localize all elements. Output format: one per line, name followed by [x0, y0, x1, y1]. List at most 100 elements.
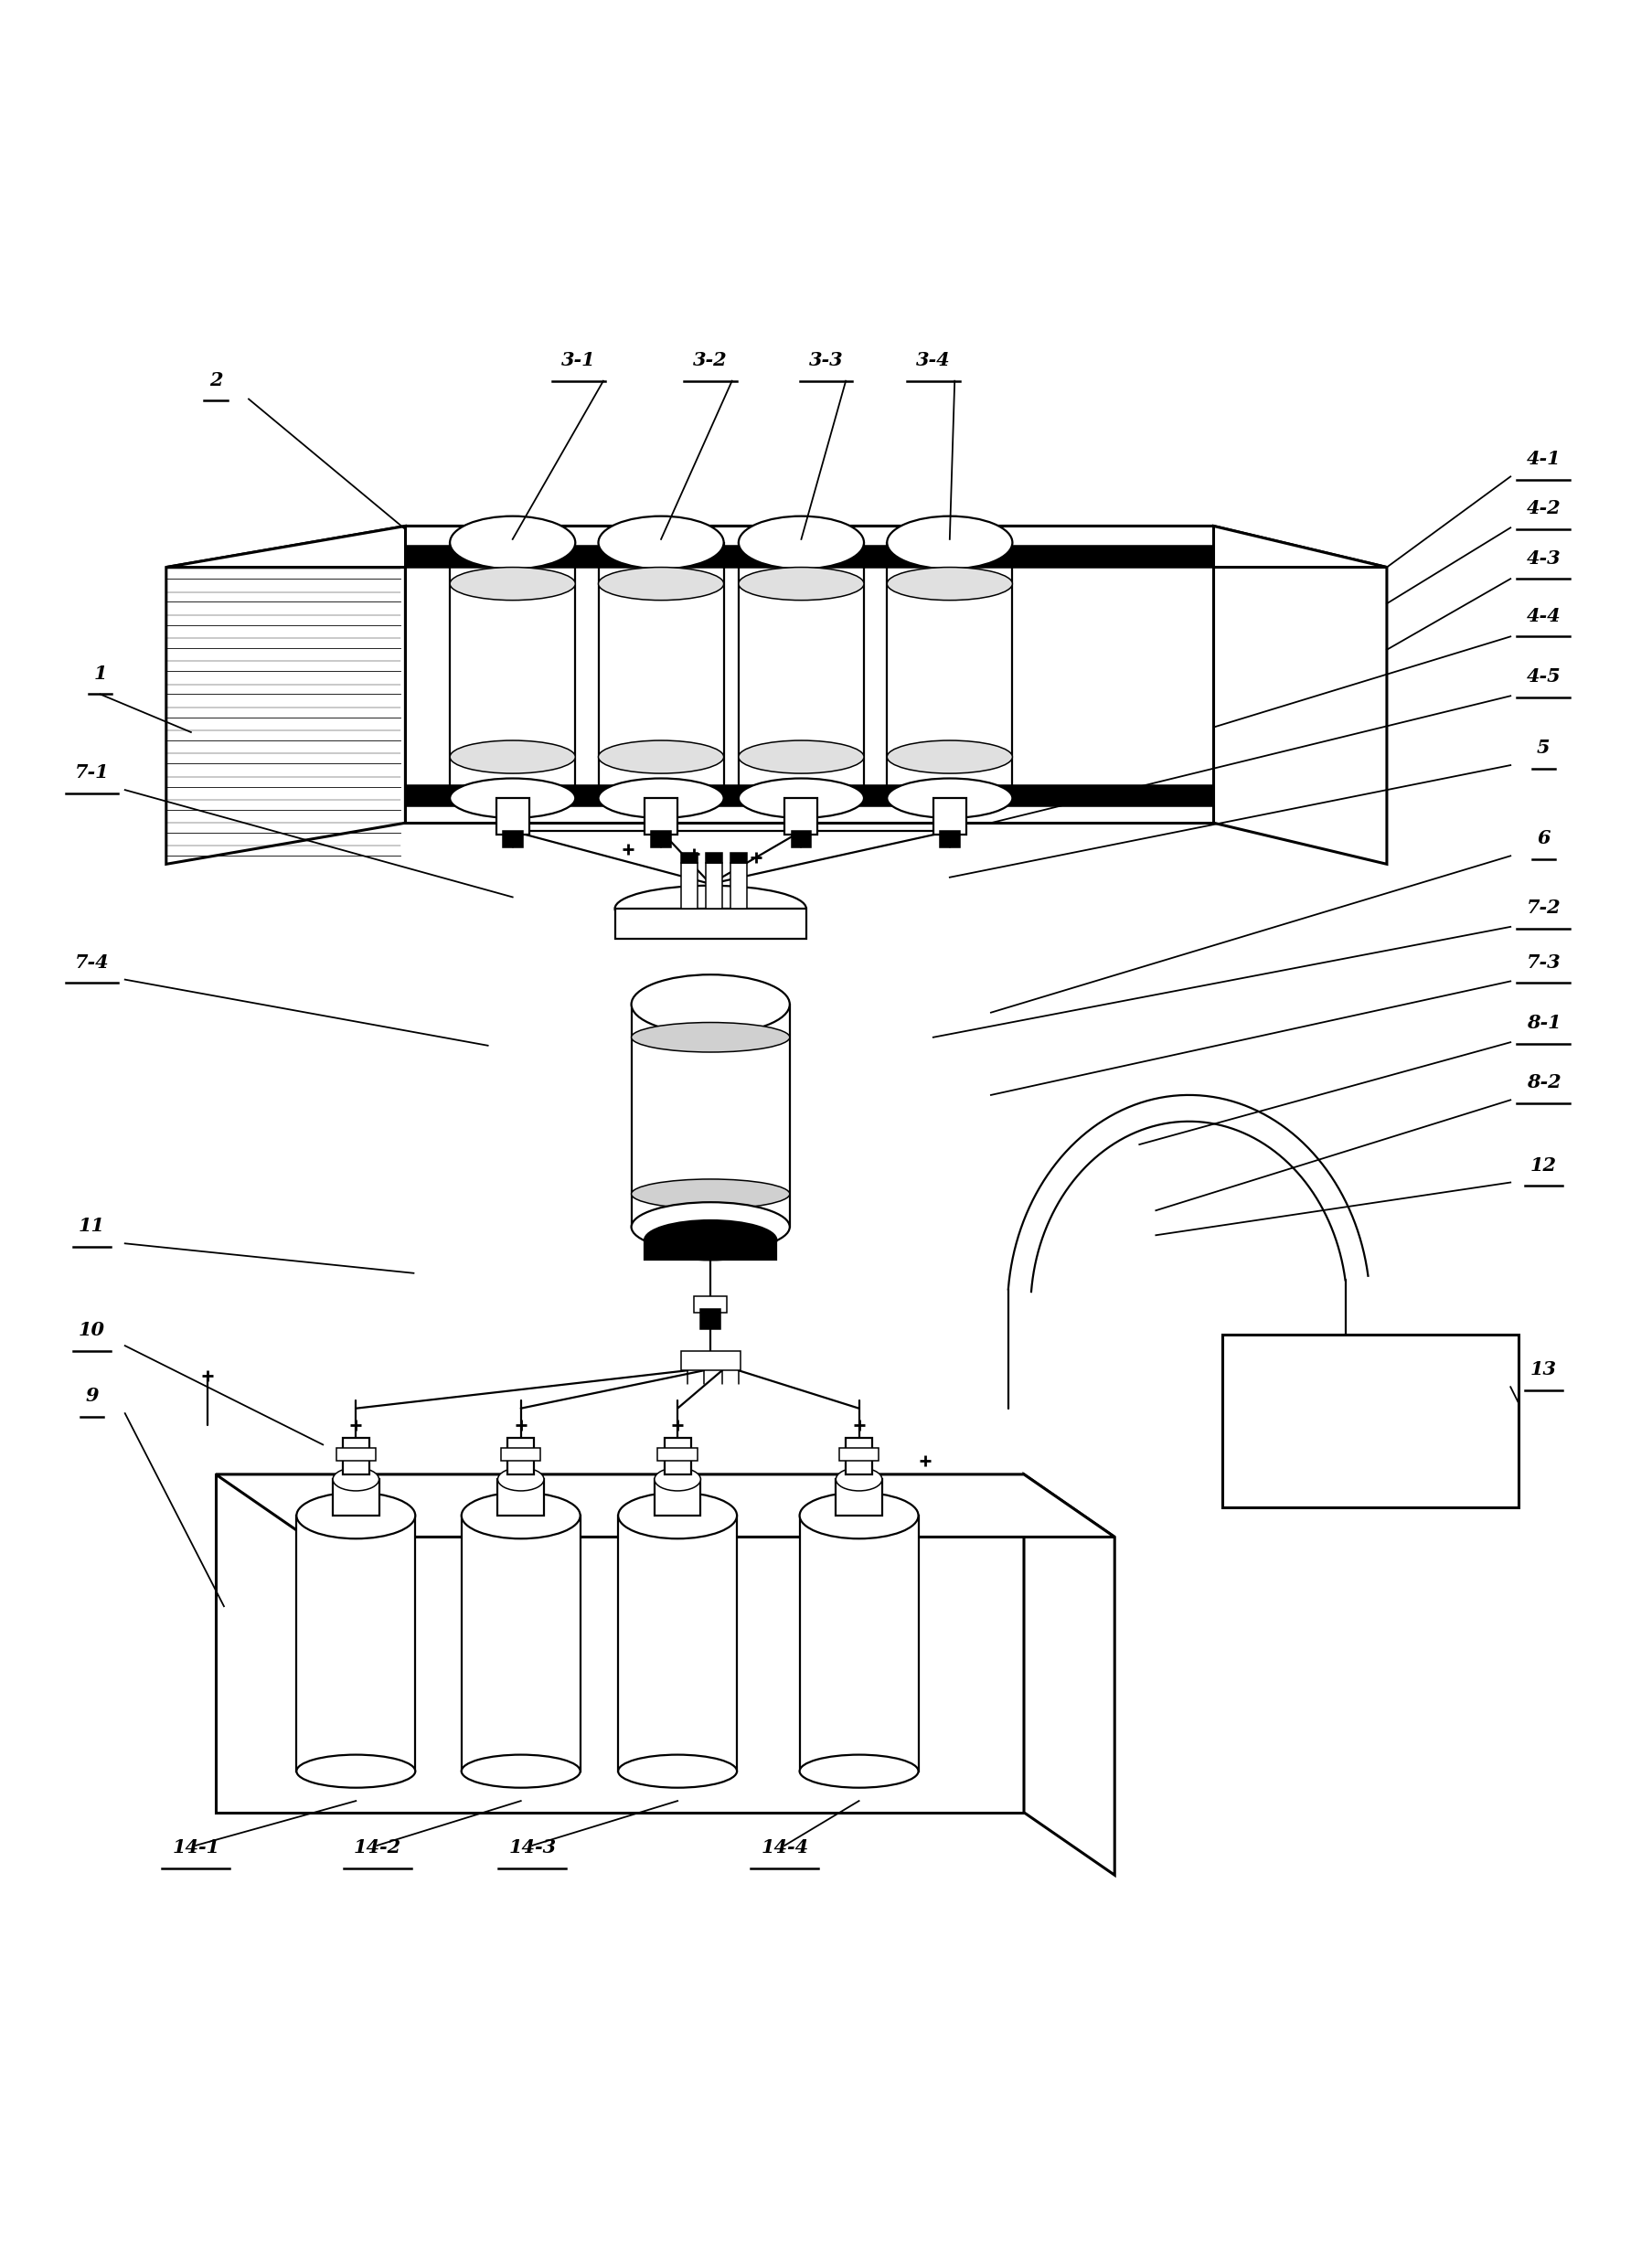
- Ellipse shape: [449, 517, 575, 569]
- Text: 14-1: 14-1: [172, 1839, 220, 1857]
- Text: 7-2: 7-2: [1526, 898, 1561, 916]
- Text: 2: 2: [210, 370, 223, 388]
- Text: 6: 6: [1536, 830, 1550, 848]
- Ellipse shape: [598, 517, 724, 569]
- Text: 8-2: 8-2: [1526, 1074, 1561, 1092]
- Bar: [651, 830, 671, 848]
- Polygon shape: [216, 1475, 1115, 1536]
- Bar: [496, 799, 529, 835]
- Ellipse shape: [449, 566, 575, 600]
- Bar: [615, 909, 806, 938]
- Bar: [738, 541, 864, 799]
- Ellipse shape: [644, 1220, 776, 1259]
- Text: 3-4: 3-4: [915, 352, 950, 370]
- Ellipse shape: [449, 778, 575, 819]
- Bar: [507, 1437, 534, 1475]
- Text: 12: 12: [1530, 1155, 1556, 1173]
- Ellipse shape: [887, 566, 1013, 600]
- Ellipse shape: [598, 566, 724, 600]
- Text: 4-4: 4-4: [1526, 607, 1561, 625]
- Bar: [342, 1437, 368, 1475]
- Bar: [296, 1516, 415, 1771]
- Ellipse shape: [461, 1493, 580, 1539]
- Polygon shape: [1024, 1475, 1115, 1875]
- Bar: [405, 546, 1214, 566]
- Text: 9: 9: [86, 1387, 99, 1405]
- Ellipse shape: [449, 740, 575, 774]
- Bar: [933, 799, 966, 835]
- Text: 5: 5: [1536, 738, 1550, 758]
- Bar: [502, 830, 522, 848]
- Ellipse shape: [800, 1755, 919, 1787]
- Bar: [700, 898, 720, 929]
- Ellipse shape: [631, 1202, 790, 1252]
- Text: 3-3: 3-3: [809, 352, 843, 370]
- Bar: [618, 1516, 737, 1771]
- Bar: [700, 1308, 720, 1329]
- Bar: [681, 1351, 740, 1369]
- Ellipse shape: [615, 887, 806, 932]
- Bar: [644, 1241, 776, 1259]
- Bar: [694, 1297, 727, 1313]
- Bar: [335, 1448, 375, 1462]
- Ellipse shape: [887, 517, 1013, 569]
- Bar: [461, 1516, 580, 1771]
- Bar: [705, 862, 722, 909]
- Bar: [405, 526, 1214, 823]
- Bar: [405, 785, 1214, 805]
- Ellipse shape: [296, 1755, 415, 1787]
- Ellipse shape: [800, 1493, 919, 1539]
- Ellipse shape: [738, 566, 864, 600]
- Polygon shape: [1214, 526, 1386, 864]
- Ellipse shape: [887, 778, 1013, 819]
- Bar: [836, 1480, 882, 1516]
- Ellipse shape: [598, 778, 724, 819]
- Ellipse shape: [497, 1469, 544, 1491]
- Bar: [664, 1437, 691, 1475]
- Bar: [681, 862, 697, 909]
- Bar: [497, 1480, 544, 1516]
- Text: 7-3: 7-3: [1526, 952, 1561, 972]
- Text: 4-1: 4-1: [1526, 449, 1561, 469]
- Polygon shape: [167, 526, 1386, 566]
- Ellipse shape: [332, 1469, 378, 1491]
- Bar: [631, 1004, 790, 1227]
- Bar: [785, 799, 818, 835]
- Bar: [791, 830, 811, 848]
- Bar: [654, 1480, 700, 1516]
- Bar: [501, 1448, 540, 1462]
- Text: 4-2: 4-2: [1526, 499, 1561, 519]
- Ellipse shape: [738, 517, 864, 569]
- Ellipse shape: [598, 740, 724, 774]
- Bar: [1222, 1333, 1518, 1507]
- Ellipse shape: [836, 1469, 882, 1491]
- Polygon shape: [167, 526, 405, 864]
- Ellipse shape: [738, 778, 864, 819]
- Text: 14-4: 14-4: [762, 1839, 808, 1857]
- Text: 14-3: 14-3: [509, 1839, 557, 1857]
- Text: 13: 13: [1530, 1360, 1556, 1378]
- Text: 3-2: 3-2: [694, 352, 729, 370]
- Ellipse shape: [618, 1755, 737, 1787]
- Ellipse shape: [631, 1180, 790, 1209]
- Text: 8-1: 8-1: [1526, 1013, 1561, 1033]
- Ellipse shape: [738, 740, 864, 774]
- Text: 4-5: 4-5: [1526, 668, 1561, 686]
- Bar: [681, 853, 697, 862]
- Text: 14-2: 14-2: [354, 1839, 401, 1857]
- Text: 10: 10: [79, 1320, 106, 1340]
- Bar: [940, 830, 960, 848]
- Text: 3-1: 3-1: [562, 352, 596, 370]
- Bar: [800, 1516, 919, 1771]
- Ellipse shape: [654, 1469, 700, 1491]
- Bar: [657, 1448, 697, 1462]
- Ellipse shape: [887, 740, 1013, 774]
- Text: 7-4: 7-4: [74, 952, 109, 972]
- Ellipse shape: [631, 975, 790, 1033]
- Bar: [598, 541, 724, 799]
- Ellipse shape: [461, 1755, 580, 1787]
- Text: 7-1: 7-1: [74, 763, 109, 781]
- Bar: [887, 541, 1013, 799]
- Bar: [216, 1475, 1024, 1812]
- Bar: [839, 1448, 879, 1462]
